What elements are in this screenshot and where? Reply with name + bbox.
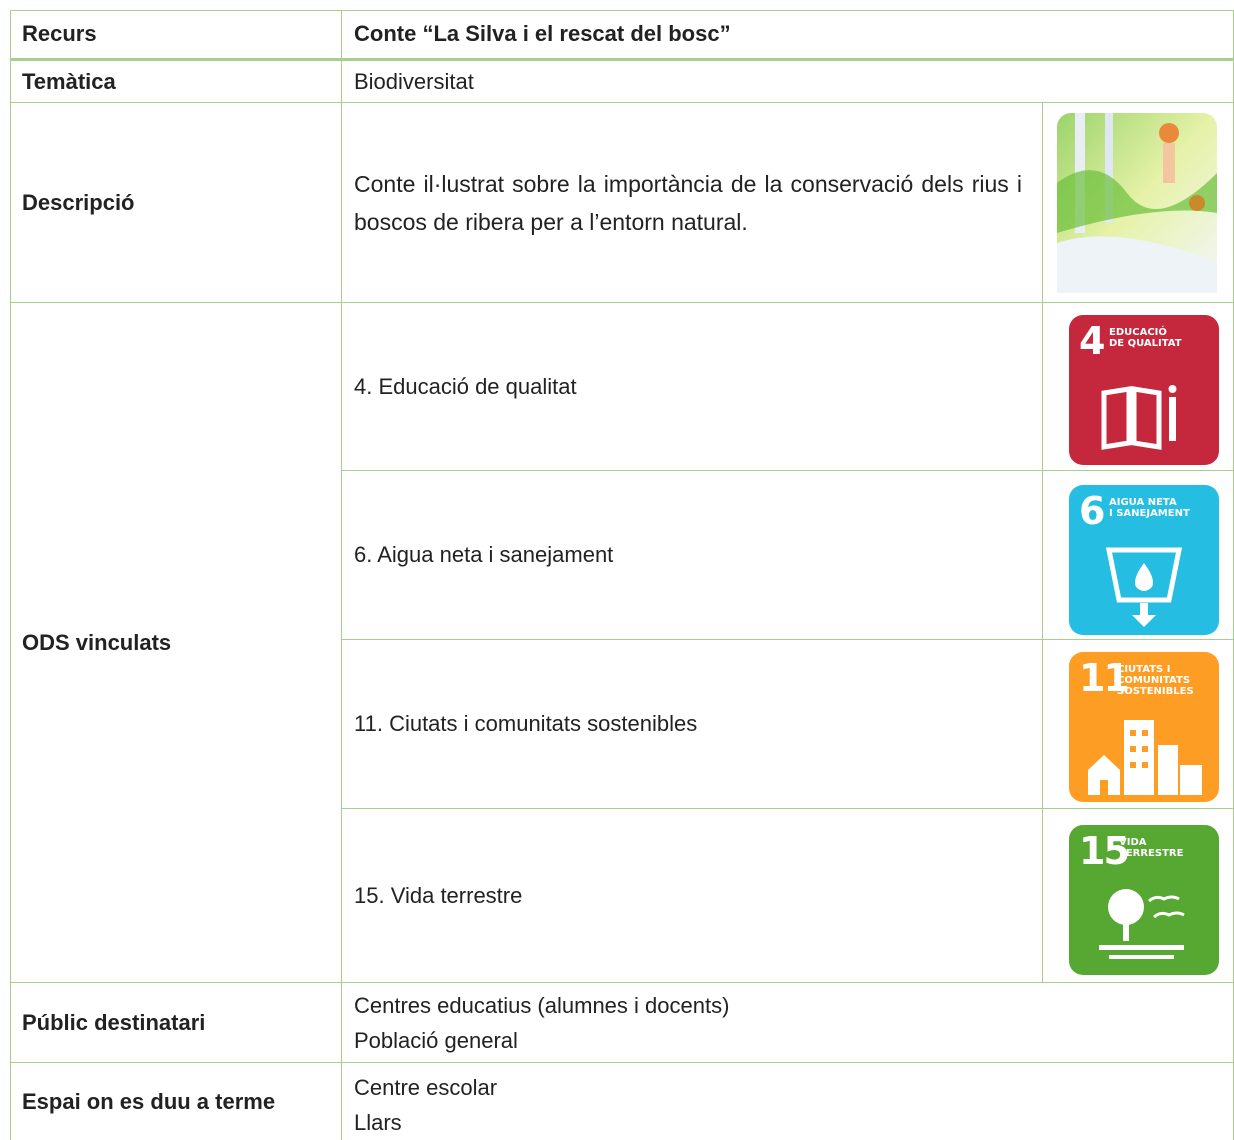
sdg-title-line: EDUCACIÓ [1109,327,1167,338]
sdg-number: 4 [1079,319,1105,363]
table-border [10,10,1234,11]
sdg-title: AIGUA NETA I SANEJAMENT [1109,497,1190,519]
sdg-title: VIDA TERRESTRE [1119,837,1183,859]
table-border [10,10,11,1140]
sdg-glyph [1101,385,1177,450]
sdg-number: 11 [1079,656,1130,700]
sdg-icon: 11 CIUTATS I COMUNITATS SOSTENIBLES [1069,652,1219,802]
sdg-title-line: VIDA [1119,837,1147,848]
sdg-icon: 6 AIGUA NETA I SANEJAMENT [1069,485,1219,635]
ods-text: 4. Educació de qualitat [342,303,1043,471]
row-value-cell: Conte il·lustrat sobre la importància de… [342,103,1043,303]
row-value: Centre escolar Llars [342,1063,1234,1140]
sdg-glyph [1099,889,1185,959]
sdg-title: EDUCACIÓ DE QUALITAT [1109,327,1182,349]
row-label: Descripció [10,103,342,303]
sdg-title: CIUTATS I COMUNITATS SOSTENIBLES [1117,664,1219,697]
list-line: Centres educatius (alumnes i docents) [354,992,730,1018]
sdg-title-line: I SANEJAMENT [1109,508,1190,519]
header-value: Conte “La Silva i el rescat del bosc” [342,10,1234,58]
sdg-glyph [1088,720,1202,795]
sdg-icon: 15 VIDA TERRESTRE [1069,825,1219,975]
list-line: Població general [354,1027,518,1053]
ods-text: 6. Aigua neta i sanejament [342,471,1043,640]
row-label: Espai on es duu a terme [10,1063,342,1140]
sdg-title-line: AIGUA NETA [1109,497,1177,508]
sdg-icon: 4 EDUCACIÓ DE QUALITAT [1069,315,1219,465]
sdg-title-line: DE QUALITAT [1109,338,1182,349]
row-value: Centres educatius (alumnes i docents) Pob… [342,983,1234,1063]
sdg-number: 6 [1079,489,1105,533]
ods-text: 15. Vida terrestre [342,809,1043,983]
sdg-title-line: SOSTENIBLES [1117,686,1194,697]
sdg-title-line: TERRESTRE [1119,848,1184,859]
row-value: Biodiversitat [342,61,1234,103]
list-line: Llars [354,1110,402,1135]
sdg-title-line: CIUTATS I COMUNITATS [1117,664,1191,686]
row-label: ODS vinculats [10,303,342,983]
sdg-glyph [1105,547,1183,627]
description-text: Conte il·lustrat sobre la importància de… [354,170,1022,235]
row-label: Públic destinatari [10,983,342,1063]
sdg-number: 15 [1079,829,1130,873]
header-label: Recurs [10,10,342,58]
book-cover [1057,113,1217,293]
ods-text: 11. Ciutats i comunitats sostenibles [342,640,1043,809]
row-label: Temàtica [10,61,342,103]
header-rule [10,58,1234,61]
list-line: Centre escolar [354,1075,498,1100]
